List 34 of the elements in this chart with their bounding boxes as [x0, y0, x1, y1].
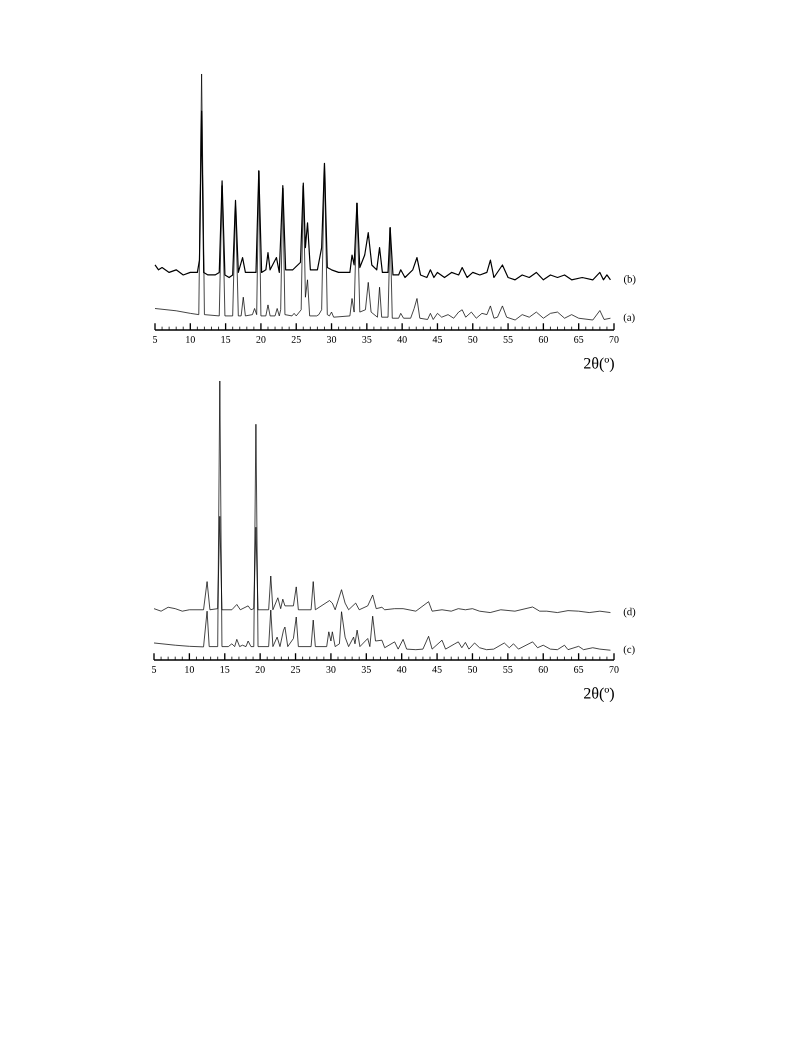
x-tick-label: 70 — [609, 666, 619, 673]
x-tick-label: 20 — [256, 336, 266, 343]
x-tick-label: 45 — [432, 336, 443, 343]
x-tick-label: 5 — [152, 666, 157, 673]
x-tick-label: 5 — [153, 336, 158, 343]
series-label: (a) — [623, 313, 635, 324]
x-tick-label: 10 — [185, 666, 195, 673]
x-tick-label: 45 — [432, 666, 442, 673]
x-tick-label: 65 — [574, 666, 584, 673]
x-tick-label: 35 — [362, 336, 372, 343]
x-tick-label: 50 — [468, 336, 478, 343]
x-tick-label: 35 — [361, 666, 371, 673]
x-tick-label: 20 — [255, 666, 265, 673]
x-tick-label: 65 — [574, 336, 584, 343]
series-label: (c) — [623, 645, 635, 656]
x-tick-label: 50 — [468, 666, 478, 673]
x-tick-label: 10 — [186, 336, 195, 343]
x-tick-label: 15 — [221, 336, 231, 343]
x-axis-title: 2θ(º) — [584, 357, 614, 372]
x-axis-title: 2θ(º) — [584, 687, 614, 702]
x-tick-label: 55 — [503, 336, 513, 343]
x-tick-label: 70 — [609, 336, 619, 343]
x-tick-label: 25 — [290, 666, 301, 673]
x-tick-label: 30 — [327, 336, 337, 343]
x-tick-label: 25 — [291, 336, 301, 343]
x-tick-label: 15 — [220, 666, 230, 673]
x-tick-label: 30 — [326, 666, 336, 673]
x-tick-label: 40 — [396, 666, 407, 673]
x-tick-label: 40 — [397, 336, 407, 343]
series-label: (d) — [623, 607, 636, 618]
series-label: (b) — [623, 274, 636, 285]
x-tick-label: 60 — [538, 666, 548, 673]
x-tick-label: 60 — [538, 336, 548, 343]
x-tick-label: 55 — [503, 666, 513, 673]
